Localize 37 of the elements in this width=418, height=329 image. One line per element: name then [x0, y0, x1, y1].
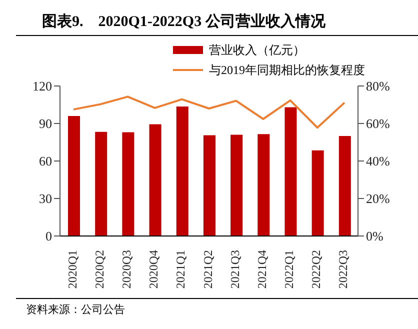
- bar: [203, 135, 216, 236]
- y2-tick-label: 40%: [366, 154, 390, 169]
- legend-label: 与2019年同期相比的恢复程度: [209, 62, 365, 78]
- y2-tick-label: 80%: [366, 78, 390, 94]
- bar: [338, 136, 351, 236]
- x-tick-label: 2022Q1: [282, 250, 296, 289]
- x-tick-label: 2021Q3: [228, 250, 242, 289]
- y2-tick-label: 20%: [366, 191, 390, 206]
- x-tick-label: 2022Q3: [336, 250, 350, 289]
- x-tick-label: 2020Q4: [146, 250, 161, 289]
- x-tick-label: 2021Q1: [174, 250, 188, 289]
- line-series: [72, 96, 346, 129]
- y-tick-label: 120: [32, 78, 52, 94]
- bar: [68, 116, 80, 236]
- x-tick-label: 2020Q3: [119, 250, 134, 289]
- y-tick-label: 30: [39, 191, 52, 206]
- legend-label: 营业收入（亿元）: [209, 42, 305, 58]
- bar: [284, 107, 297, 236]
- bar: [176, 106, 188, 236]
- x-tick-label: 2021Q4: [254, 250, 269, 289]
- x-tick-label: 2021Q2: [200, 250, 215, 289]
- y2-tick-label: 60%: [366, 116, 390, 132]
- x-tick-label: 2020Q1: [65, 250, 80, 289]
- text: 资料来源：公司公告: [26, 304, 125, 316]
- y-tick-label: 90: [39, 116, 52, 132]
- chart-title: 图表9. 2020Q1-2022Q3 公司营业收入情况: [16, 0, 418, 36]
- bar: [312, 150, 324, 236]
- bar: [122, 132, 134, 236]
- bar: [230, 134, 243, 236]
- y-tick-label: 60: [39, 154, 52, 169]
- y2-tick-label: 0%: [366, 228, 384, 244]
- bar: [95, 132, 108, 236]
- bar: [149, 124, 162, 236]
- x-tick-label: 2022Q2: [309, 250, 324, 289]
- x-tick-label: 2020Q2: [92, 250, 106, 289]
- bar: [258, 134, 270, 236]
- y-tick-label: 0: [46, 228, 52, 244]
